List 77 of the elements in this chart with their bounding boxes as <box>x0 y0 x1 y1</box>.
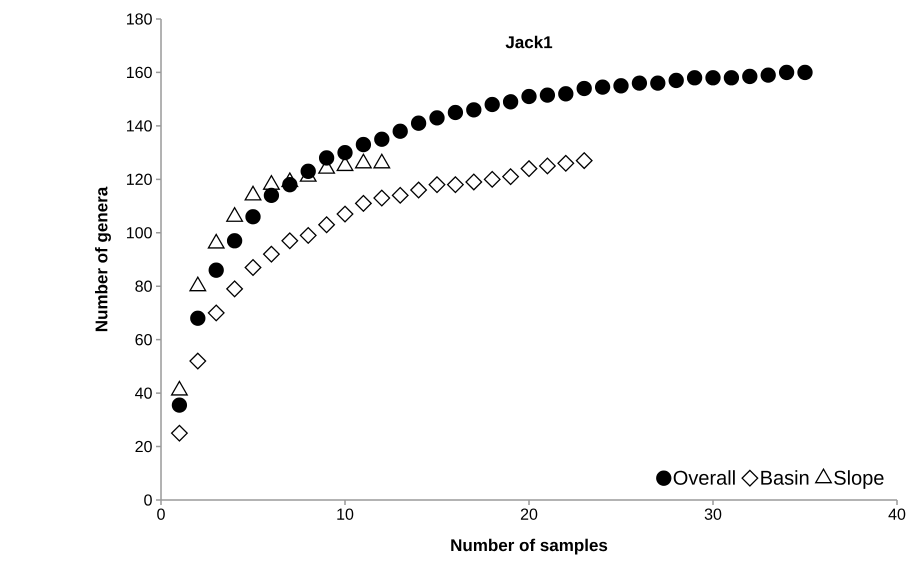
point <box>466 102 482 118</box>
point <box>354 194 372 212</box>
point <box>208 262 224 278</box>
point <box>356 136 372 152</box>
point <box>392 124 408 139</box>
point <box>172 397 188 413</box>
point <box>484 96 500 112</box>
point <box>724 70 740 86</box>
point <box>686 70 702 86</box>
point <box>170 424 188 442</box>
point <box>373 190 390 206</box>
point <box>576 152 593 170</box>
point <box>521 88 537 104</box>
point <box>538 158 556 174</box>
point <box>374 132 390 147</box>
point <box>245 209 261 224</box>
point <box>650 75 666 91</box>
y-tick-label: 0 <box>144 494 152 506</box>
point <box>705 70 721 86</box>
point <box>465 174 482 190</box>
point <box>189 352 206 370</box>
y-tick-label: 120 <box>127 174 152 185</box>
point <box>264 188 280 204</box>
y-tick-label: 160 <box>127 66 152 78</box>
point <box>778 64 794 80</box>
y-tick-label: 100 <box>127 227 152 238</box>
y-tick-label: 80 <box>135 280 152 292</box>
point <box>797 64 813 80</box>
point <box>742 68 758 84</box>
y-tick-label: 180 <box>127 13 152 25</box>
x-tick-label: 40 <box>888 508 906 520</box>
point <box>446 176 464 194</box>
legend-label: Basin <box>761 470 808 485</box>
point <box>337 144 353 160</box>
x-tick-label: 0 <box>157 508 165 520</box>
point <box>281 232 298 250</box>
point <box>576 80 592 96</box>
point <box>760 67 776 83</box>
y-tick-label: 60 <box>135 334 152 346</box>
x-tick-label: 30 <box>704 508 722 520</box>
point <box>226 280 244 298</box>
point <box>594 79 610 95</box>
point <box>632 75 648 91</box>
point <box>502 94 518 110</box>
point <box>428 176 446 194</box>
point <box>410 116 426 131</box>
point <box>262 246 280 263</box>
x-tick-label: 20 <box>520 508 538 520</box>
text: Jack1 <box>506 36 552 48</box>
x-tick-label: 10 <box>337 508 354 520</box>
point <box>448 104 464 120</box>
point <box>190 310 206 326</box>
point <box>300 227 317 244</box>
legend-label: Slope <box>834 470 884 489</box>
y-tick-label: 40 <box>135 387 152 399</box>
point <box>613 78 629 94</box>
point <box>429 110 445 126</box>
point <box>410 182 428 198</box>
point <box>502 168 520 186</box>
legend-label: Overall <box>674 470 735 485</box>
x-axis-title: Number of samples <box>451 538 608 555</box>
point <box>668 72 684 88</box>
point <box>208 304 225 322</box>
point <box>318 216 336 234</box>
point <box>226 233 242 248</box>
point <box>557 154 574 172</box>
y-tick-label: 140 <box>127 120 152 132</box>
point <box>318 150 334 166</box>
point <box>540 88 556 103</box>
point <box>558 86 574 102</box>
point <box>244 259 262 276</box>
y-tick-label: 20 <box>135 440 152 452</box>
point <box>484 170 501 188</box>
point <box>520 160 538 178</box>
y-axis-title: Number of genera <box>95 186 111 332</box>
point <box>392 186 409 204</box>
point <box>336 206 354 222</box>
